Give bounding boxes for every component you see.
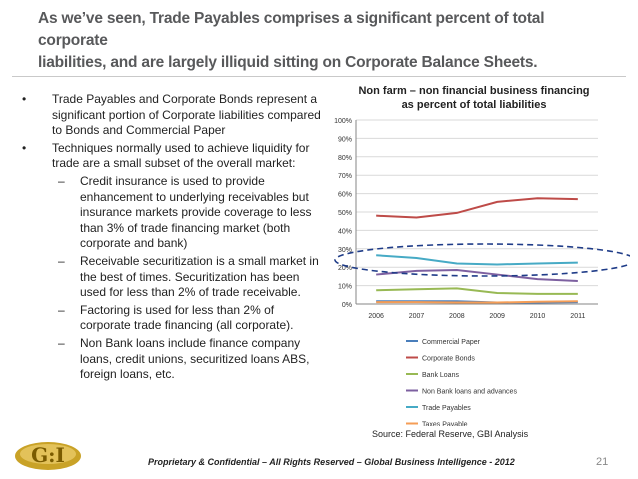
- title-divider: [12, 76, 626, 77]
- y-tick-label: 100%: [334, 118, 352, 125]
- source-note: Source: Federal Reserve, GBI Analysis: [372, 429, 529, 439]
- x-tick-label: 2006: [368, 313, 384, 320]
- y-axis-labels: 0% 10% 20% 30% 40% 50% 60% 70% 80% 90% 100%: [334, 118, 352, 309]
- chart-grid: [355, 119, 598, 305]
- x-tick-label: 2009: [489, 313, 505, 320]
- series-line: [376, 197, 578, 219]
- legend-entry: Corporate Bonds: [422, 356, 475, 363]
- y-tick-label: 0%: [342, 302, 352, 309]
- bullet-item: • Techniques normally used to achieve li…: [22, 141, 322, 172]
- gbi-logo: G:I: [15, 442, 81, 470]
- y-tick-label: 50%: [338, 210, 352, 217]
- y-tick-label: 40%: [338, 228, 352, 235]
- y-tick-label: 20%: [338, 265, 352, 272]
- y-tick-label: 70%: [338, 173, 352, 180]
- series-line: [376, 300, 578, 304]
- bullet-text: Techniques normally used to achieve liqu…: [52, 140, 310, 171]
- y-tick-label: 30%: [338, 247, 352, 254]
- y-tick-label: 10%: [338, 284, 352, 291]
- y-tick-label: 80%: [338, 155, 352, 162]
- chart-legend: Commercial Paper Corporate Bonds Bank Loan…: [406, 339, 517, 426]
- chart-title: Non farm – non financial business financ…: [340, 84, 608, 112]
- series-line: [376, 268, 578, 282]
- dash-mark: –: [58, 253, 65, 268]
- sub-bullet-item: – Factoring is used for less than 2% of …: [58, 303, 322, 334]
- bullet-item: • Trade Payables and Corporate Bonds rep…: [22, 92, 322, 139]
- sub-bullet-text: Receivable securitization is a small mar…: [80, 253, 319, 300]
- sub-bullet-text: Non Bank loans include finance company l…: [80, 335, 310, 382]
- x-tick-label: 2007: [409, 313, 425, 320]
- footer-text: Proprietary & Confidential – All Rights …: [148, 457, 515, 467]
- page-number: 21: [596, 456, 609, 468]
- legend-entry: Bank Loans: [422, 372, 459, 379]
- legend-entry: Commercial Paper: [422, 339, 481, 346]
- sub-bullet-item: – Credit insurance is used to provide en…: [58, 174, 322, 252]
- x-tick-label: 2010: [530, 313, 546, 320]
- bullet-mark: •: [22, 92, 27, 106]
- line-chart: 0%10%20%30%40%50%60%70%80%90%100% 2006 20…: [334, 118, 630, 426]
- bullet-text: Trade Payables and Corporate Bonds repre…: [52, 92, 321, 138]
- bullet-mark: •: [22, 140, 27, 155]
- sub-bullet-item: – Non Bank loans include finance company…: [58, 336, 322, 383]
- bullet-list: • Trade Payables and Corporate Bonds rep…: [22, 92, 322, 385]
- legend-entry: Non Bank loans and advances: [422, 389, 517, 396]
- slide-title-line-1: As we’ve seen, Trade Payables comprises …: [38, 10, 545, 49]
- sub-bullet-item: – Receivable securitization is a small m…: [58, 254, 322, 301]
- x-tick-label: 2011: [570, 313, 585, 320]
- y-tick-label: 90%: [338, 136, 352, 143]
- series-line: [376, 287, 578, 295]
- slide-title-line-2: liabilities, and are largely illiquid si…: [38, 54, 538, 71]
- slide-title: As we’ve seen, Trade Payables comprises …: [38, 8, 618, 74]
- highlight-ellipse: [334, 243, 630, 277]
- x-tick-label: 2008: [449, 313, 465, 320]
- dash-mark: –: [58, 335, 65, 350]
- series-line: [376, 254, 578, 266]
- dash-mark: –: [58, 302, 65, 317]
- legend-entry: Taxes Payable: [422, 422, 468, 427]
- logo-text: G:I: [31, 443, 65, 467]
- y-tick-label: 60%: [338, 192, 352, 199]
- x-axis-labels: 2006 2007 2008 2009 2010 2011: [368, 313, 585, 320]
- legend-entry: Trade Payables: [422, 405, 471, 412]
- dash-mark: –: [58, 173, 65, 188]
- chart-title-line-1: Non farm – non financial business financ…: [358, 85, 590, 97]
- chart-series: [376, 197, 578, 304]
- sub-bullet-text: Factoring is used for less than 2% of co…: [80, 302, 294, 333]
- chart-title-line-2: as percent of total liabilities: [401, 99, 547, 111]
- sub-bullet-text: Credit insurance is used to provide enha…: [80, 173, 312, 251]
